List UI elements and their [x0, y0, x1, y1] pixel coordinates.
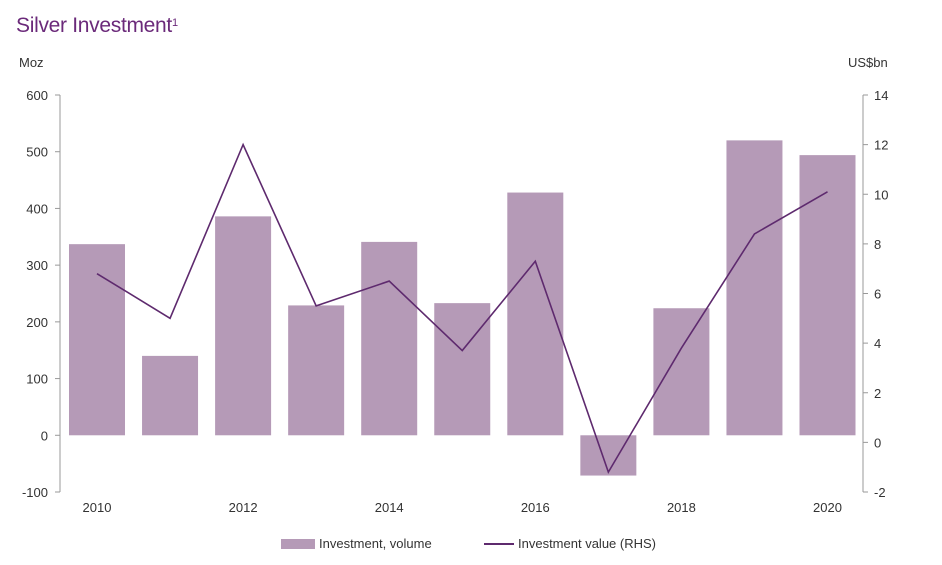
bar-2010	[69, 244, 125, 436]
legend-item-value: Investment value (RHS)	[484, 536, 656, 551]
left-tick-label: 0	[41, 428, 48, 443]
bar-2018	[653, 308, 710, 436]
bar-2020	[799, 155, 856, 436]
bar-2016	[507, 192, 564, 436]
x-tick-label: 2018	[667, 500, 696, 515]
bar-2013	[288, 305, 345, 436]
x-tick-label: 2010	[83, 500, 112, 515]
right-tick-label: 8	[874, 237, 881, 252]
legend-label-value: Investment value (RHS)	[518, 536, 656, 551]
chart-title: Silver Investment1	[16, 14, 178, 37]
bar-2014	[361, 241, 418, 436]
bar-2015	[434, 303, 491, 436]
right-tick-label: 0	[874, 435, 881, 450]
left-tick-label: 100	[26, 372, 48, 387]
right-tick-label: -2	[874, 485, 886, 500]
bar-2017	[580, 435, 637, 476]
right-tick-label: 10	[874, 187, 888, 202]
right-tick-label: 12	[874, 138, 888, 153]
left-tick-label: 200	[26, 315, 48, 330]
left-tick-label: -100	[22, 485, 48, 500]
legend-label-volume: Investment, volume	[319, 536, 432, 551]
right-tick-label: 6	[874, 287, 881, 302]
x-tick-label: 2020	[813, 500, 842, 515]
right-axis-unit: US$bn	[848, 55, 888, 70]
right-tick-label: 4	[874, 336, 881, 351]
left-tick-label: 600	[26, 88, 48, 103]
x-tick-label: 2014	[375, 500, 404, 515]
left-tick-label: 500	[26, 145, 48, 160]
legend: Investment, volume Investment value (RHS…	[0, 536, 942, 558]
x-tick-label: 2016	[521, 500, 550, 515]
right-tick-label: 2	[874, 386, 881, 401]
legend-bar-swatch	[281, 538, 315, 549]
bar-2012	[215, 216, 272, 436]
left-tick-label: 400	[26, 201, 48, 216]
legend-item-volume: Investment, volume	[281, 536, 432, 551]
left-tick-label: 300	[26, 258, 48, 273]
left-axis-unit: Moz	[19, 55, 44, 70]
chart-plot-area: -100 0 100 200 300 400 500 600 -2 0 2 4 6 8 10 12 14 2010…	[22, 88, 889, 515]
bar-2011	[142, 355, 199, 436]
x-tick-label: 2012	[229, 500, 258, 515]
right-tick-label: 14	[874, 88, 888, 103]
legend-line-swatch	[484, 542, 514, 545]
bar-2019	[726, 140, 783, 436]
